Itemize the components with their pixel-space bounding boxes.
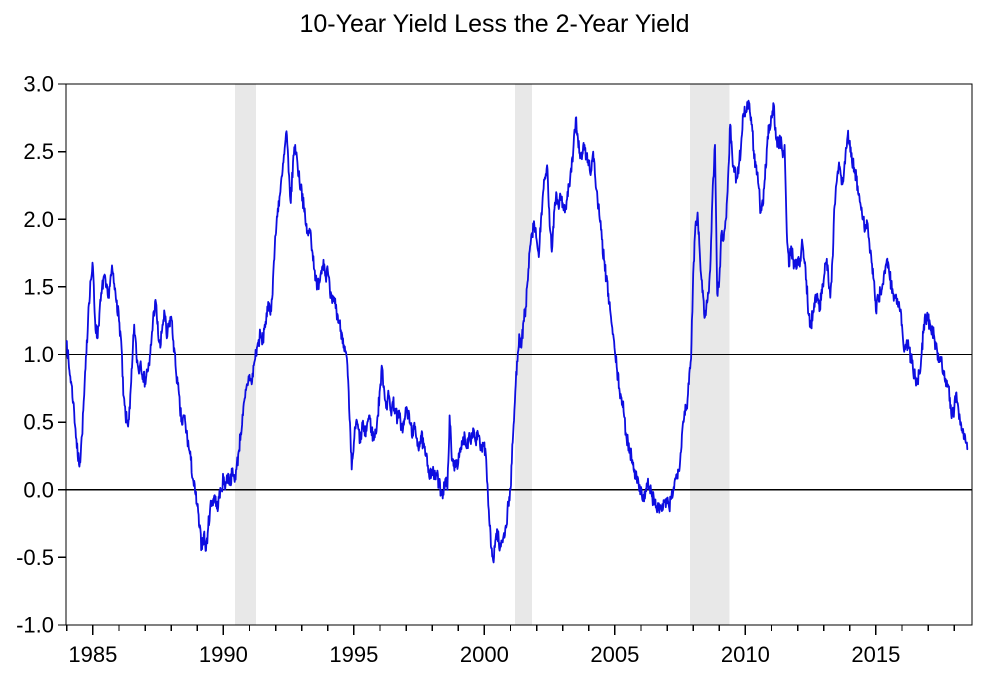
x-axis-tick-label: 2005 [590, 642, 639, 667]
y-axis-tick-label: -1.0 [16, 613, 54, 638]
y-axis-tick-label: 1.5 [23, 274, 54, 299]
x-axis-tick-label: 2015 [851, 642, 900, 667]
y-axis-tick-label: 2.5 [23, 139, 54, 164]
x-axis-tick-label: 1985 [68, 642, 117, 667]
y-axis-tick-label: 1.0 [23, 342, 54, 367]
x-axis-tick-label: 1995 [329, 642, 378, 667]
y-axis-tick-label: 0.5 [23, 410, 54, 435]
x-axis-tick-label: 1990 [199, 642, 248, 667]
x-axis-tick-label: 2010 [721, 642, 770, 667]
x-axis-tick-label: 2000 [460, 642, 509, 667]
y-axis-tick-label: 0.0 [23, 477, 54, 502]
y-axis-tick-label: -0.5 [16, 545, 54, 570]
spread-line [65, 99, 969, 564]
chart-title: 10-Year Yield Less the 2-Year Yield [299, 10, 690, 38]
y-axis-tick-label: 3.0 [23, 72, 54, 97]
y-axis-tick-label: 2.0 [23, 207, 54, 232]
